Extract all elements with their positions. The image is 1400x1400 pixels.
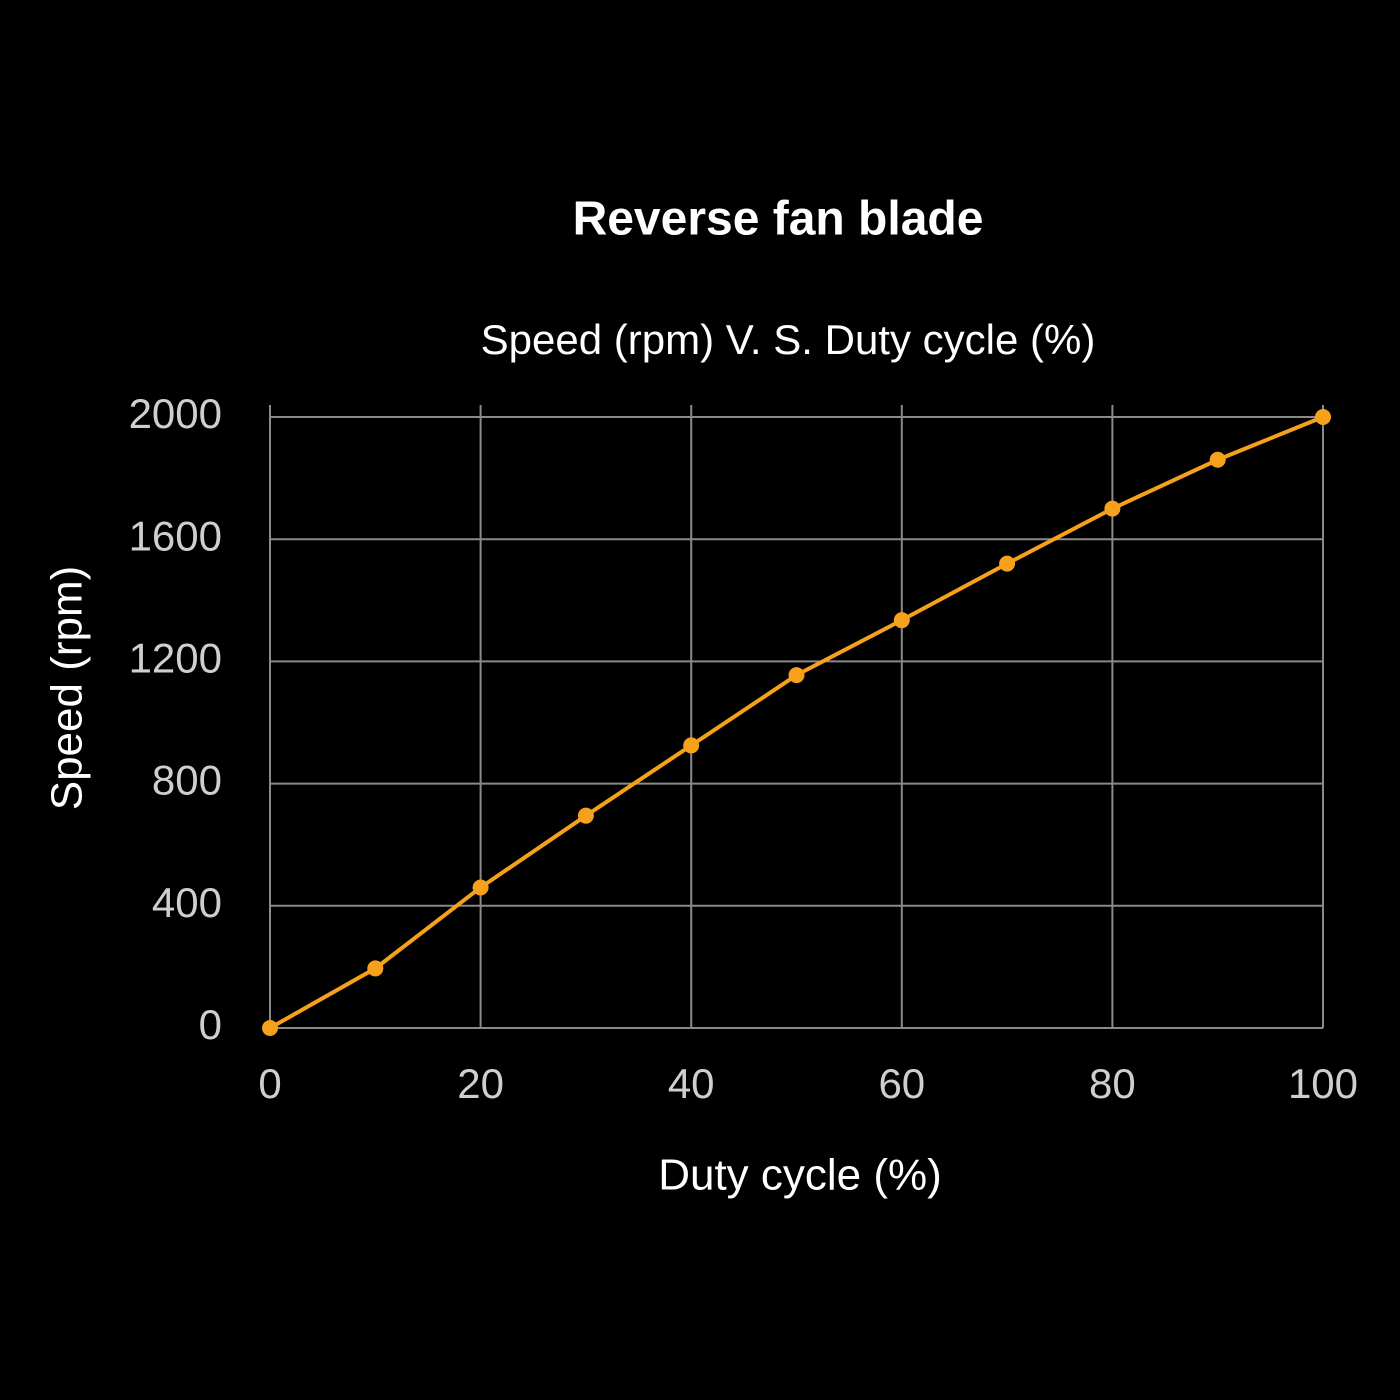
data-point (262, 1020, 278, 1036)
data-point (577, 807, 594, 824)
x-tick-label: 60 (878, 1060, 925, 1107)
x-tick-label: 100 (1288, 1060, 1358, 1107)
x-tick-label: 0 (258, 1060, 281, 1107)
y-tick-label: 2000 (129, 390, 222, 437)
y-tick-label: 1200 (129, 634, 222, 681)
data-point (683, 737, 700, 754)
y-tick-label: 1600 (129, 512, 222, 559)
data-point (1315, 409, 1331, 425)
y-tick-label: 0 (199, 1001, 222, 1048)
x-tick-label: 80 (1089, 1060, 1136, 1107)
data-point (472, 879, 489, 896)
x-tick-label: 20 (457, 1060, 504, 1107)
x-tick-label: 40 (668, 1060, 715, 1107)
data-point (999, 555, 1016, 572)
y-tick-label: 400 (152, 879, 222, 926)
x-axis-label: Duty cycle (%) (658, 1151, 942, 1200)
data-point (367, 960, 384, 977)
chart-subtitle: Speed (rpm) V. S. Duty cycle (%) (481, 316, 1096, 363)
y-tick-label: 800 (152, 757, 222, 804)
data-point (893, 612, 910, 629)
data-point (788, 667, 805, 684)
y-axis-label: Speed (rpm) (43, 566, 92, 811)
data-point (1104, 500, 1121, 517)
data-point (1209, 451, 1226, 468)
chart-title: Reverse fan blade (573, 193, 984, 246)
